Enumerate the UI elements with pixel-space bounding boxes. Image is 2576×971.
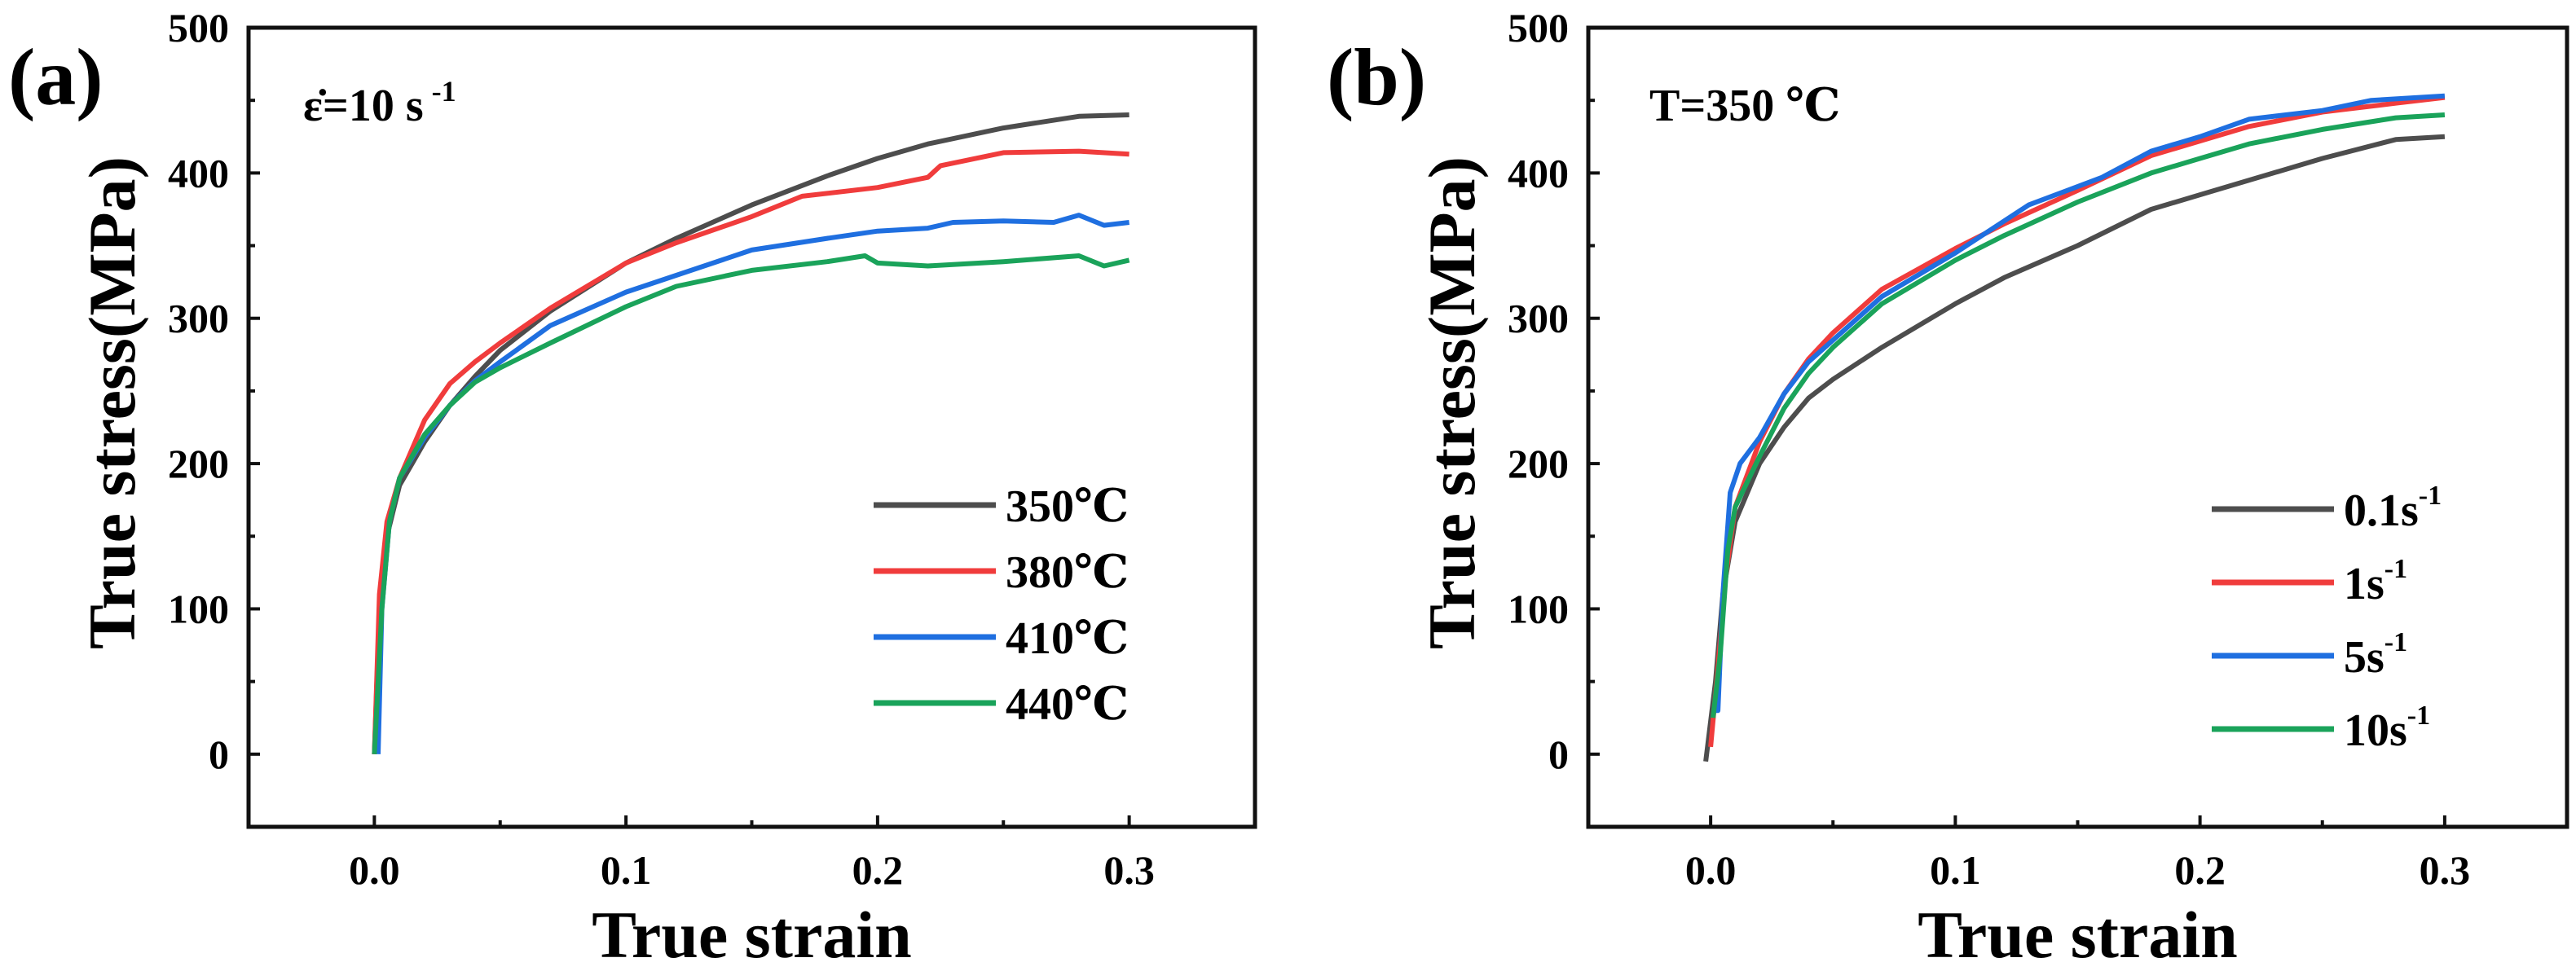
legend-superscript: -1 xyxy=(2384,554,2407,584)
legend-name: 0.1s xyxy=(2344,486,2419,536)
x-axis-label: True strain xyxy=(592,898,912,971)
y-tick-label: 100 xyxy=(168,586,229,631)
y-tick-label: 0 xyxy=(1548,732,1569,777)
x-tick-label: 0.3 xyxy=(2420,847,2471,893)
legend-label: 380℃ xyxy=(1006,547,1129,598)
y-tick-label: 200 xyxy=(1508,441,1569,486)
legend-name: 440℃ xyxy=(1006,679,1129,730)
legend-item: 1s-1 xyxy=(2212,554,2407,609)
y-tick-label: 200 xyxy=(168,441,229,486)
y-tick-label: 100 xyxy=(1508,586,1569,631)
legend-label: 1s-1 xyxy=(2344,554,2407,609)
panel-b: (b) 0 100 200 300 400 500 0.0 0.1 0.2 0.3 True stra… xyxy=(1327,5,2569,971)
legend-label: 0.1s-1 xyxy=(2344,481,2442,536)
legend-name: 1s xyxy=(2344,559,2384,609)
legend-label: 5s-1 xyxy=(2344,627,2407,683)
annotation-text: ε̇=10 s xyxy=(303,81,424,131)
legend-label: 440℃ xyxy=(1006,679,1129,730)
legend-item: 5s-1 xyxy=(2212,627,2407,683)
legend-label: 350℃ xyxy=(1006,481,1129,532)
series-line-1 xyxy=(1708,94,2446,748)
legend-name: 5s xyxy=(2344,632,2384,683)
legend-item: 410℃ xyxy=(874,613,1129,664)
legend-label: 410℃ xyxy=(1006,613,1129,664)
legend-item: 380℃ xyxy=(874,547,1129,598)
y-tick-label: 0 xyxy=(209,732,229,777)
legend-name: 10s xyxy=(2344,705,2407,756)
legend-superscript: -1 xyxy=(2407,701,2430,731)
legend-superscript: -1 xyxy=(2419,481,2442,511)
y-tick-label: 300 xyxy=(168,296,229,341)
legend-name: 380℃ xyxy=(1006,547,1129,598)
series-line-3 xyxy=(372,253,1130,754)
y-tick-label: 400 xyxy=(168,150,229,196)
x-tick-label: 0.2 xyxy=(852,847,904,893)
x-tick-label: 0.0 xyxy=(1685,847,1737,893)
y-tick-label: 500 xyxy=(168,5,229,51)
legend-item: 10s-1 xyxy=(2212,701,2430,756)
y-axis-label: True stress(MPa) xyxy=(75,156,149,649)
legend-item: 350℃ xyxy=(874,481,1129,532)
series-line-0 xyxy=(1703,134,2446,762)
x-tick-label: 0.1 xyxy=(1930,847,1981,893)
y-tick-label: 400 xyxy=(1508,150,1569,196)
panel-label: (b) xyxy=(1327,32,1426,122)
y-tick-label: 300 xyxy=(1508,296,1569,341)
x-axis-label: True strain xyxy=(1918,898,2238,971)
condition-annotation: T=350 ℃ xyxy=(1649,81,1840,131)
legend-label: 10s-1 xyxy=(2344,701,2430,756)
x-tick-label: 0.3 xyxy=(1103,847,1155,893)
condition-annotation: ε̇=10 s -1 xyxy=(303,75,456,131)
panel-label: (a) xyxy=(8,32,103,122)
series-line-3 xyxy=(1711,112,2446,718)
panel-a: (a) 0 100 200 300 400 500 0.0 0.1 0.2 0.3 True stra… xyxy=(8,5,1257,971)
legend-superscript: -1 xyxy=(2384,627,2407,657)
y-axis-label: True stress(MPa) xyxy=(1415,156,1489,649)
legend-name: 350℃ xyxy=(1006,481,1129,532)
legend-name: 410℃ xyxy=(1006,613,1129,664)
annotation-superscript: -1 xyxy=(432,75,456,108)
x-tick-label: 0.2 xyxy=(2174,847,2226,893)
annotation-text: T=350 ℃ xyxy=(1649,81,1840,131)
legend-item: 0.1s-1 xyxy=(2212,481,2442,536)
legend-item: 440℃ xyxy=(874,679,1129,730)
x-tick-label: 0.0 xyxy=(349,847,400,893)
y-tick-label: 500 xyxy=(1508,5,1569,51)
x-tick-label: 0.1 xyxy=(601,847,652,893)
series-line-2 xyxy=(1713,93,2446,714)
